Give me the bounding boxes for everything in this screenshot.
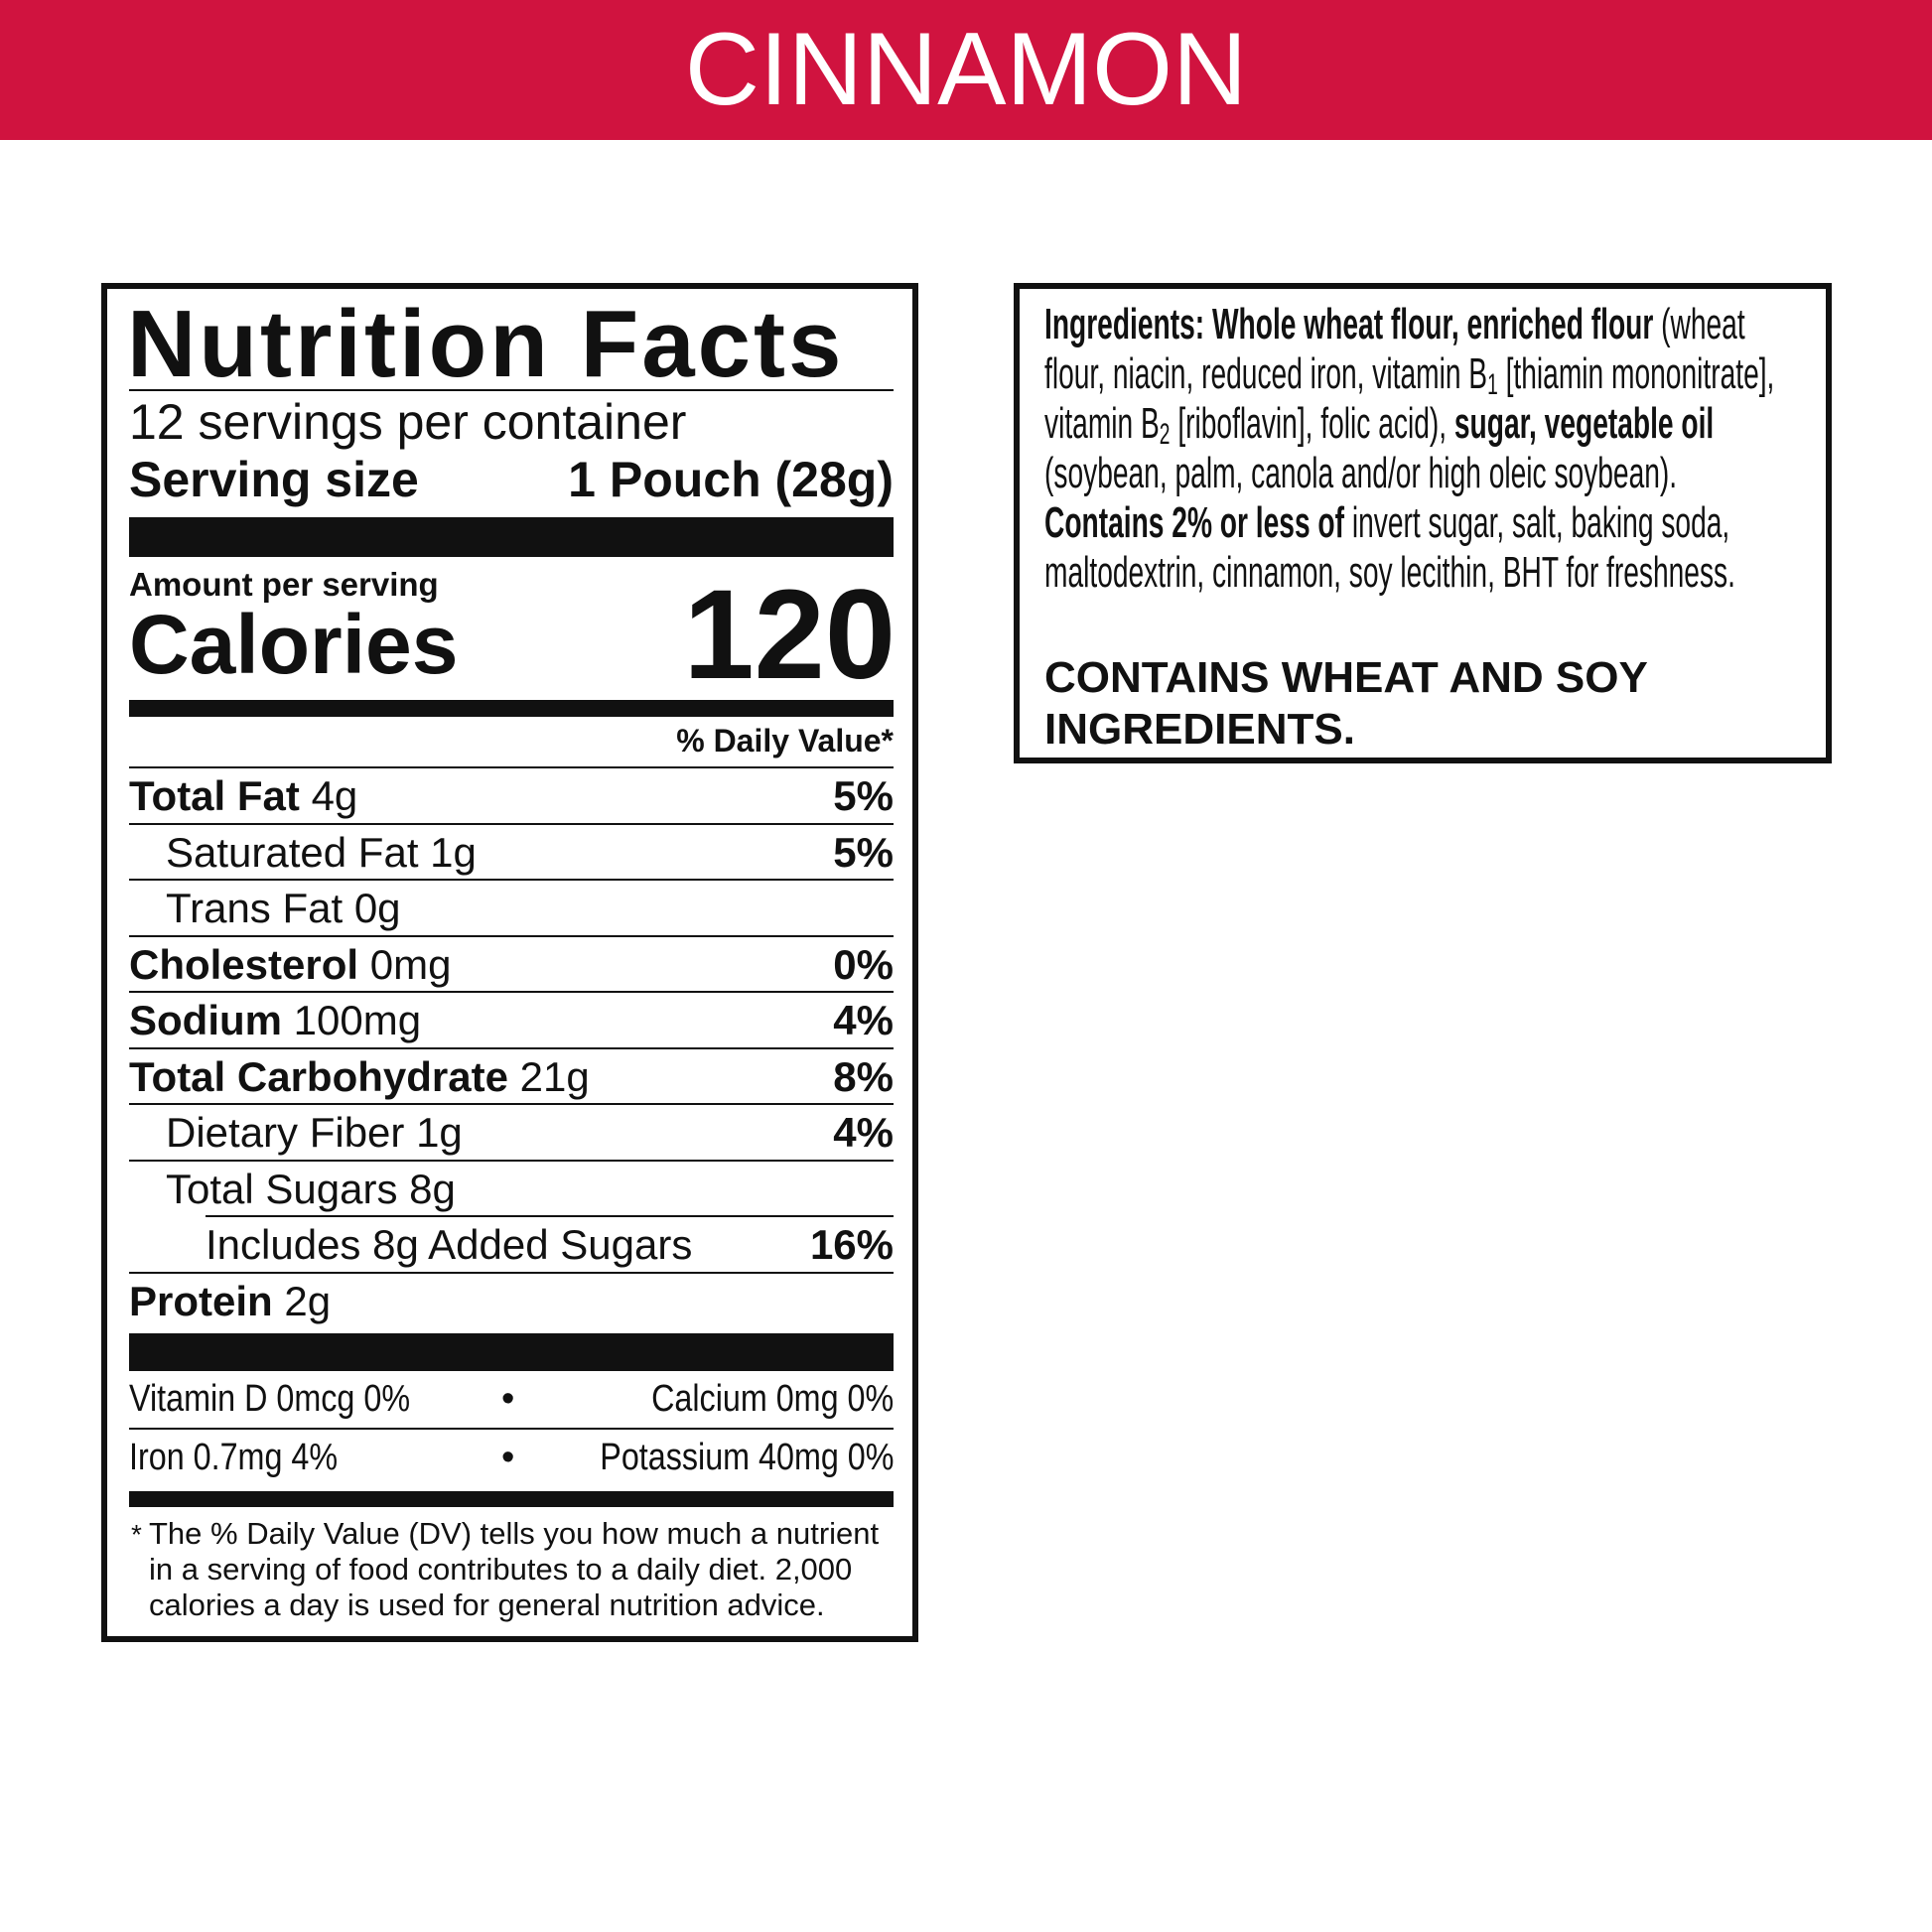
nutrient-label: Sodium 100mg [129, 993, 421, 1046]
nutrient-amount: 8g [409, 1165, 456, 1212]
ingredients-panel [1014, 283, 1832, 763]
nutrition-panel [101, 283, 918, 1642]
nutrient-name: Total Carbohydrate [129, 1052, 508, 1100]
daily-value: 4% [833, 1109, 894, 1156]
ingredient-bold: Ingredients: Whole wheat flour, enriched… [1044, 300, 1654, 348]
nutrient-name: Total Fat [129, 772, 300, 819]
nutrient-row: Sodium 100mg 4% [129, 991, 894, 1046]
ingredient-text: 2 [1159, 418, 1171, 451]
allergen: CONTAINS WHEAT AND SOY INGREDIENTS. [1044, 653, 1648, 754]
nutrient-name: Protein [129, 1277, 273, 1324]
ingredients-paragraph: Contains 2% or less of invert sugar, sal… [1044, 498, 1799, 598]
daily-value: 5% [833, 828, 894, 876]
ingredients-text: Ingredients: Whole wheat flour, enriched… [1044, 300, 1809, 598]
bullet: • [501, 1378, 515, 1420]
nutrient-amount: 1g [416, 1109, 463, 1156]
nutrient-label: Saturated Fat 1g [129, 825, 477, 879]
nutrient-name: Includes 8g Added Sugars [206, 1221, 693, 1268]
nutrient-label: Cholesterol 0mg [129, 937, 451, 991]
nutrient-amount: 1g [430, 828, 477, 876]
nutrient-label: Trans Fat 0g [129, 881, 401, 934]
vitamin-right: Calcium 0mg 0% [650, 1378, 894, 1420]
daily-value: 0% [833, 940, 894, 988]
nutrient-label: Total Carbohydrate 21g [129, 1049, 590, 1103]
nutrient-label: Dietary Fiber 1g [129, 1105, 463, 1159]
serving-size-label: Serving size [129, 452, 419, 507]
thick-rule [129, 517, 894, 557]
calories-value: 120 [683, 564, 896, 706]
nutrient-name: Sodium [129, 997, 282, 1043]
nutrient-amount: 21g [519, 1052, 590, 1100]
vitamin-right: Potassium 40mg 0% [599, 1437, 894, 1478]
flavor-title: CINNAMON [684, 12, 1248, 127]
nf-title: Nutrition Facts [127, 291, 845, 397]
nutrient-name: Dietary Fiber [166, 1109, 405, 1156]
nutrient-row: Saturated Fat 1g 5% [129, 822, 894, 879]
rule [129, 389, 894, 391]
daily-value: 16% [809, 1221, 894, 1268]
ingredient-text: (soybean, palm, canola and/or high oleic… [1044, 449, 1678, 497]
servings: 12 servings per container [129, 394, 687, 450]
vitamin-row: Iron 0.7mg 4% • Potassium 40mg 0% [129, 1428, 894, 1484]
ingredient-text: (wheat flour, niacin, reduced iron, vita… [1044, 300, 1745, 398]
ingredient-bold: sugar, vegetable oil [1453, 399, 1715, 448]
vitamin-left: Vitamin D 0mcg 0% [129, 1378, 411, 1420]
banner [0, 0, 1932, 140]
daily-value-header: % Daily Value* [676, 723, 894, 759]
nutrient-amount: 0mg [369, 940, 452, 988]
nutrient-row: Total Sugars 8g [129, 1159, 894, 1215]
vitamin-left: Iron 0.7mg 4% [129, 1437, 339, 1478]
bullet: • [501, 1437, 515, 1478]
nutrient-amount: 0g [353, 885, 401, 931]
nutrient-label: Includes 8g Added Sugars [206, 1217, 692, 1271]
medium-rule [129, 700, 894, 717]
ingredient-text: [riboflavin], folic acid), [1170, 399, 1454, 448]
ingredient-text: [thiamin mononitrate], vitamin B [1044, 349, 1775, 448]
thick-rule [129, 1333, 894, 1371]
nutrient-row: Cholesterol 0mg 0% [129, 934, 894, 991]
nutrient-row: Trans Fat 0g [129, 879, 894, 934]
calories-label: Calories [129, 598, 459, 691]
ingredient-text: 1 [1487, 368, 1498, 401]
nutrient-label: Total Sugars 8g [129, 1162, 456, 1215]
nutrient-amount: 100mg [293, 997, 422, 1043]
ingredient-bold: Contains 2% or less of [1044, 498, 1345, 547]
nutrient-name: Saturated Fat [166, 828, 419, 876]
ingredient-text: invert sugar, salt, baking soda, maltode… [1044, 498, 1735, 597]
nutrient-row: Protein 2g [129, 1271, 894, 1327]
amount-per-serving: Amount per serving [129, 566, 439, 603]
footnote-mark: * [131, 1519, 142, 1550]
nutrient-amount: 4g [311, 772, 358, 819]
nutrient-label: Protein 2g [129, 1274, 331, 1327]
serving-size: 1 Pouch (28g) [568, 452, 894, 507]
nutrient-row: Includes 8g Added Sugars 16% [206, 1215, 894, 1271]
nutrient-row: Total Carbohydrate 21g 8% [129, 1046, 894, 1103]
daily-value: 5% [833, 772, 894, 819]
nutrient-name: Cholesterol [129, 940, 359, 988]
nutrient-row: Total Fat 4g 5% [129, 766, 894, 822]
nutrient-name: Total Sugars [166, 1165, 398, 1212]
ingredients-paragraph: Ingredients: Whole wheat flour, enriched… [1044, 300, 1799, 498]
daily-value: 4% [833, 997, 894, 1043]
footnote: The % Daily Value (DV) tells you how muc… [149, 1516, 880, 1622]
medium-rule [129, 1491, 894, 1507]
nutrient-amount: 2g [284, 1277, 332, 1324]
vitamin-row: Vitamin D 0mcg 0% • Calcium 0mg 0% [129, 1371, 894, 1428]
ingredients-body: Ingredients: Whole wheat flour, enriched… [1044, 300, 1799, 598]
nutrient-name: Trans Fat [166, 885, 344, 931]
nutrient-label: Total Fat 4g [129, 768, 357, 822]
nutrient-row: Dietary Fiber 1g 4% [129, 1103, 894, 1159]
daily-value: 8% [833, 1052, 894, 1100]
